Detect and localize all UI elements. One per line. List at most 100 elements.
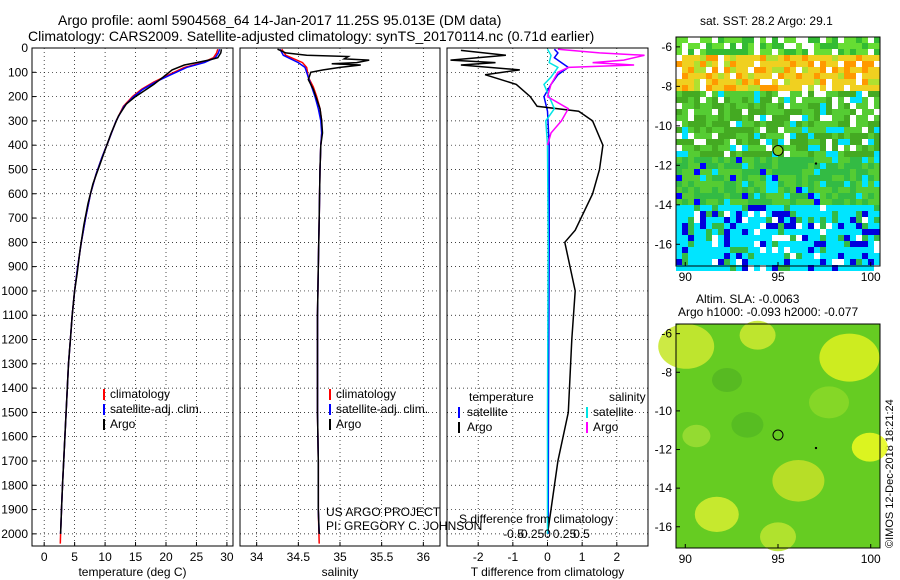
map-cell <box>748 109 754 115</box>
map-cell <box>706 241 712 247</box>
map-cell <box>826 241 832 247</box>
x2-tick-label: -0.25 <box>517 527 545 541</box>
map-cell <box>712 163 718 169</box>
map-cell <box>844 241 850 247</box>
map-cell <box>844 235 850 241</box>
map-cell <box>874 133 880 139</box>
map-cell <box>826 247 832 253</box>
map-cell <box>826 193 832 199</box>
map-cell <box>676 55 682 61</box>
map-cell <box>718 91 724 97</box>
map-cell <box>754 187 760 193</box>
map-cell <box>682 61 688 67</box>
map-cell <box>694 43 700 49</box>
map-cell <box>682 241 688 247</box>
map-cell <box>700 163 706 169</box>
map-cell <box>724 181 730 187</box>
map-cell <box>766 217 772 223</box>
map-cell <box>766 139 772 145</box>
map-cell <box>802 145 808 151</box>
map-cell <box>748 211 754 217</box>
map-cell <box>730 199 736 205</box>
map-cell <box>790 193 796 199</box>
map-cell <box>706 61 712 67</box>
map-cell <box>856 187 862 193</box>
map-cell <box>700 61 706 67</box>
map-cell <box>760 181 766 187</box>
map-cell <box>820 127 826 133</box>
map-cell <box>814 175 820 181</box>
map-cell <box>826 67 832 73</box>
map-cell <box>796 169 802 175</box>
map-cell <box>718 49 724 55</box>
map-cell <box>760 211 766 217</box>
map-cell <box>706 187 712 193</box>
map-cell <box>736 241 742 247</box>
map-cell <box>778 127 784 133</box>
map-cell <box>790 43 796 49</box>
map-cell <box>778 163 784 169</box>
map-cell <box>772 157 778 163</box>
map-cell <box>850 211 856 217</box>
map-cell <box>850 169 856 175</box>
map-cell <box>700 259 706 265</box>
map-x-tick-label: 95 <box>771 552 785 566</box>
map-cell <box>826 43 832 49</box>
map-cell <box>736 217 742 223</box>
map-cell <box>874 127 880 133</box>
map-cell <box>826 121 832 127</box>
map-cell <box>712 73 718 79</box>
map-cell <box>814 55 820 61</box>
map-cell <box>694 205 700 211</box>
map-cell <box>790 37 796 43</box>
map-cell <box>688 235 694 241</box>
map-cell <box>784 217 790 223</box>
map-cell <box>838 127 844 133</box>
map-cell <box>772 217 778 223</box>
series-line-argo <box>59 49 223 534</box>
map-cell <box>796 217 802 223</box>
map-cell <box>868 205 874 211</box>
map-cell <box>706 169 712 175</box>
map-cell <box>724 205 730 211</box>
map-cell <box>778 241 784 247</box>
map-cell <box>832 55 838 61</box>
map-cell <box>688 97 694 103</box>
map-cell <box>826 37 832 43</box>
map-cell <box>754 193 760 199</box>
map-cell <box>862 43 868 49</box>
map-cell <box>826 97 832 103</box>
map-cell <box>814 199 820 205</box>
map-cell <box>844 115 850 121</box>
map-cell <box>862 91 868 97</box>
map-cell <box>796 253 802 259</box>
map-cell <box>796 259 802 265</box>
map-cell <box>862 247 868 253</box>
map-cell <box>688 67 694 73</box>
map-cell <box>808 229 814 235</box>
map-cell <box>820 223 826 229</box>
x-tick-label: 34.5 <box>287 550 311 564</box>
map-cell <box>862 145 868 151</box>
map-cell <box>784 157 790 163</box>
map-cell <box>730 193 736 199</box>
legend-label: climatology <box>336 387 396 401</box>
map-cell <box>796 49 802 55</box>
map-cell <box>796 55 802 61</box>
map-cell <box>790 151 796 157</box>
map-cell <box>832 151 838 157</box>
map-cell <box>688 181 694 187</box>
map-cell <box>760 121 766 127</box>
map-cell <box>862 229 868 235</box>
map-cell <box>838 259 844 265</box>
map-cell <box>838 199 844 205</box>
map-cell <box>838 121 844 127</box>
map-cell <box>784 229 790 235</box>
map-cell <box>676 73 682 79</box>
map-cell <box>742 73 748 79</box>
map-cell <box>736 265 742 271</box>
map-cell <box>730 229 736 235</box>
map-cell <box>682 175 688 181</box>
credit-line-1: US ARGO PROJECT <box>326 505 441 519</box>
map-cell <box>856 115 862 121</box>
